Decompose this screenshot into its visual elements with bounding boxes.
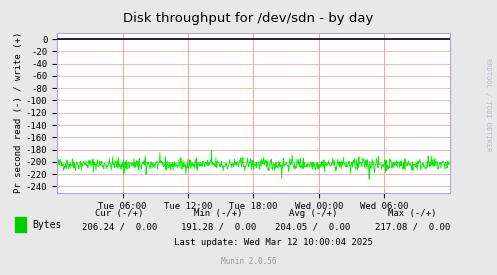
Text: 206.24 /  0.00: 206.24 / 0.00 [82, 223, 157, 232]
Text: Cur (-/+): Cur (-/+) [95, 209, 144, 218]
Text: 217.08 /  0.00: 217.08 / 0.00 [375, 223, 450, 232]
Text: 204.05 /  0.00: 204.05 / 0.00 [275, 223, 351, 232]
Text: Disk throughput for /dev/sdn - by day: Disk throughput for /dev/sdn - by day [123, 12, 374, 25]
Text: Last update: Wed Mar 12 10:00:04 2025: Last update: Wed Mar 12 10:00:04 2025 [174, 238, 373, 247]
Y-axis label: Pr second read (-) / write (+): Pr second read (-) / write (+) [14, 32, 23, 193]
Text: Bytes: Bytes [32, 220, 61, 230]
Text: Min (-/+): Min (-/+) [194, 209, 243, 218]
Text: 191.28 /  0.00: 191.28 / 0.00 [181, 223, 256, 232]
Text: Avg (-/+): Avg (-/+) [289, 209, 337, 218]
Text: RRDTOOL / TOBI OETIKER: RRDTOOL / TOBI OETIKER [485, 58, 491, 151]
Text: Max (-/+): Max (-/+) [388, 209, 437, 218]
Text: Munin 2.0.56: Munin 2.0.56 [221, 257, 276, 266]
